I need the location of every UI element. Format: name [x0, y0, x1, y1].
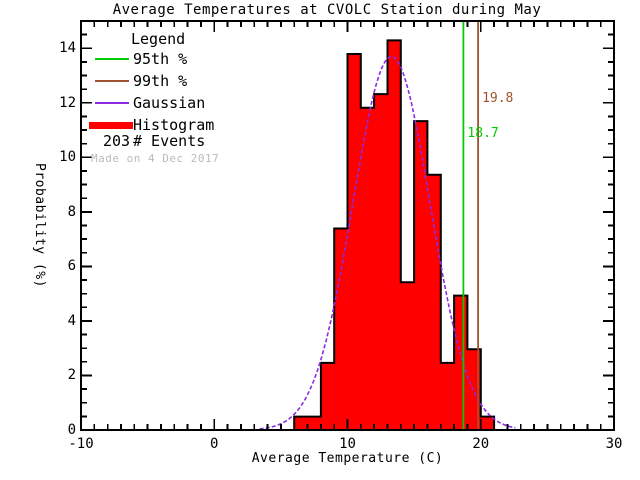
events-count: 203	[102, 132, 131, 150]
y-tick-label: 14	[59, 40, 76, 57]
legend-item-histogram: Histogram	[88, 114, 268, 136]
axis-ticks	[81, 21, 614, 430]
events-label: # Events	[133, 132, 206, 150]
p99-line-sample	[95, 80, 129, 82]
x-tick-label: 10	[339, 436, 356, 452]
x-tick-label: 20	[472, 436, 490, 452]
x-tick-label: 0	[210, 436, 219, 452]
y-tick-label: 4	[67, 312, 76, 329]
watermark: Made on 4 Dec 2017	[91, 152, 220, 165]
legend: Legend 95th % 99th % Gaussian Histogram …	[88, 30, 268, 165]
x-axis-title: Average Temperature (C)	[251, 451, 444, 466]
y-tick-label: 12	[59, 94, 76, 111]
legend-item-99th: 99th %	[88, 70, 268, 92]
legend-item-label: 99th %	[133, 72, 188, 90]
y-tick-label: 10	[59, 149, 76, 166]
p95-line-sample	[95, 58, 129, 60]
y-tick-label: 8	[67, 203, 76, 220]
legend-item-95th: 95th %	[88, 48, 268, 70]
legend-events-row: 203 # Events	[88, 132, 268, 150]
y-tick-label: 6	[67, 258, 76, 275]
legend-title: Legend	[131, 30, 186, 48]
y-axis-title: Probability (%)	[32, 163, 47, 288]
legend-item-gaussian: Gaussian	[88, 92, 268, 114]
legend-item-label: 95th %	[133, 50, 188, 68]
gaussian-line-sample	[95, 102, 129, 104]
histogram-line-sample	[89, 121, 133, 129]
p99-value-label: 19.8	[482, 91, 514, 106]
y-tick-label: 2	[67, 367, 76, 384]
legend-item-label: Histogram	[133, 116, 215, 134]
y-tick-label: 0	[67, 422, 76, 438]
x-tick-label: -10	[68, 436, 94, 452]
legend-item-label: Gaussian	[133, 94, 206, 112]
chart-title: Average Temperatures at CVOLC Station du…	[112, 2, 542, 18]
x-tick-label: 30	[605, 436, 623, 452]
p95-value-label: 18.7	[467, 126, 499, 141]
gaussian-curve	[259, 55, 516, 430]
histogram-bars	[293, 39, 496, 431]
